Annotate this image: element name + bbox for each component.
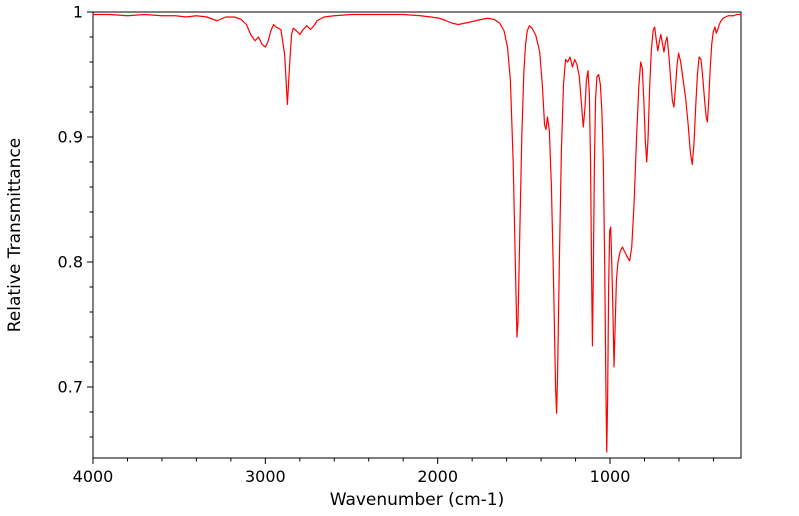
plot-border <box>92 11 742 459</box>
x-tick-label: 2000 <box>417 467 458 486</box>
y-tick-label: 0.8 <box>58 253 83 272</box>
x-axis-title: Wavenumber (cm-1) <box>329 490 505 510</box>
x-tick-label: 1000 <box>590 467 631 486</box>
y-axis-title: Relative Transmittance <box>5 137 25 333</box>
x-tick-label: 3000 <box>245 467 286 486</box>
y-tick-label: 0.7 <box>58 378 83 397</box>
y-tick-label: 0.9 <box>58 128 83 147</box>
y-tick-label: 1 <box>73 3 83 22</box>
spectrum-line <box>92 13 742 453</box>
x-tick-label: 4000 <box>73 467 114 486</box>
